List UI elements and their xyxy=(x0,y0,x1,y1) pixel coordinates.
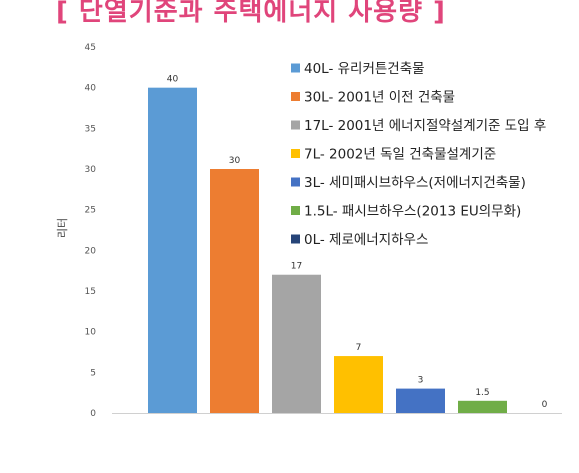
data-label: 17 xyxy=(291,262,302,272)
y-tick-label: 10 xyxy=(85,328,97,338)
bar xyxy=(396,388,445,413)
legend-label: 1.5L- 패시브하우스(2013 EU의무화) xyxy=(304,204,521,220)
y-tick-label: 0 xyxy=(90,409,96,419)
data-label: 7 xyxy=(356,343,362,353)
legend-label: 7L- 2002년 독일 건축물설계기준 xyxy=(304,147,496,163)
y-tick-label: 15 xyxy=(85,287,96,297)
bar xyxy=(334,356,383,413)
legend-swatch xyxy=(291,206,300,215)
legend-swatch xyxy=(291,177,300,187)
legend: 40L- 유리커튼건축물 30L- 2001년 이전 건축물 17L- 2001년 … xyxy=(291,61,546,248)
y-tick-label: 25 xyxy=(85,206,96,216)
legend-swatch xyxy=(291,149,300,158)
legend-label: 40L- 유리커튼건축물 xyxy=(304,61,425,77)
data-label: 1.5 xyxy=(475,388,489,398)
legend-swatch xyxy=(291,234,300,244)
legend-label: 17L- 2001년 에너지절약설계기준 도입 후 xyxy=(304,118,546,134)
chart-title: [ 단열기준과 주택에너지 사용량 ] xyxy=(56,0,446,27)
y-tick-label: 5 xyxy=(90,368,96,378)
legend-swatch xyxy=(291,92,300,101)
data-label: 40 xyxy=(167,75,179,85)
bar xyxy=(458,400,507,413)
y-tick-label: 30 xyxy=(85,165,97,175)
legend-swatch xyxy=(291,120,300,130)
data-label: 3 xyxy=(418,376,424,386)
bar xyxy=(148,87,197,414)
data-labels: 40 30 17 7 3 1.5 0 xyxy=(167,75,548,410)
data-label: 30 xyxy=(229,156,241,166)
legend-label: 0L- 제로에너지하우스 xyxy=(304,232,428,248)
y-axis-label: 리터 xyxy=(56,218,69,238)
data-label: 0 xyxy=(542,400,548,410)
bar xyxy=(272,274,321,413)
bars xyxy=(148,87,507,414)
y-tick-label: 40 xyxy=(85,84,97,94)
legend-label: 3L- 세미패시브하우스(저에너지건축물) xyxy=(304,175,526,191)
y-tick-label: 45 xyxy=(85,43,96,53)
legend-swatch xyxy=(291,63,300,73)
y-tick-label: 20 xyxy=(85,246,97,256)
y-axis-ticks: 0 5 10 15 20 25 30 35 40 45 xyxy=(85,43,97,419)
legend-label: 30L- 2001년 이전 건축물 xyxy=(304,90,455,106)
bar xyxy=(210,169,259,413)
y-tick-label: 35 xyxy=(85,124,96,134)
